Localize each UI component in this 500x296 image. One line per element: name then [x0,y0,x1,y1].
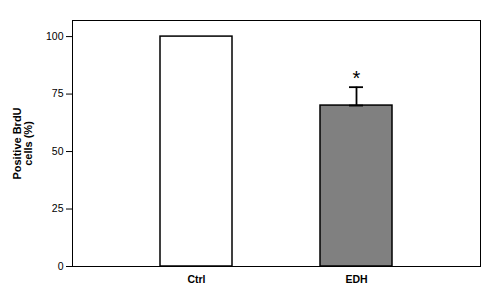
svg-text:Positive BrdUcells (%): Positive BrdUcells (%) [11,107,34,179]
svg-text:50: 50 [52,145,64,157]
svg-text:100: 100 [46,30,64,42]
svg-text:0: 0 [58,260,64,272]
svg-text:*: * [353,67,361,89]
svg-text:25: 25 [52,202,64,214]
svg-text:Ctrl: Ctrl [187,273,205,285]
svg-text:EDH: EDH [345,273,367,285]
svg-text:75: 75 [52,87,64,99]
